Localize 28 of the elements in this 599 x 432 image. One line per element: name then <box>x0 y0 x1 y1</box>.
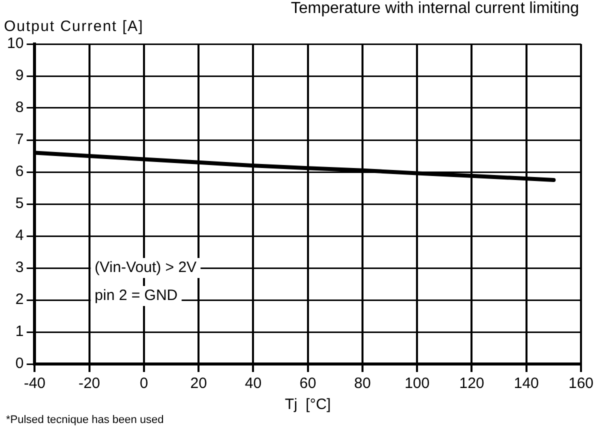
y-tick-label: 4 <box>15 227 24 244</box>
y-axis-title: Output Current [A] <box>4 18 144 35</box>
x-tick-label: 120 <box>459 375 484 392</box>
x-axis-title: Tj [°C] <box>284 396 331 414</box>
x-tick-label: 0 <box>140 375 148 392</box>
y-tick-label: 9 <box>15 67 24 84</box>
x-tick-label: 60 <box>300 375 316 392</box>
x-tick-label: 40 <box>244 375 262 392</box>
y-tick-label: 0 <box>15 355 24 372</box>
y-tick-label: 10 <box>6 35 24 52</box>
x-tick-label: 160 <box>568 375 594 392</box>
annotation: pin 2 = GND <box>94 287 178 304</box>
y-tick-label: 5 <box>15 195 24 212</box>
x-tick-label: -40 <box>24 375 46 392</box>
x-tick-label: -20 <box>78 375 100 392</box>
y-tick-label: 7 <box>15 131 24 148</box>
y-tick-label: 1 <box>15 323 24 340</box>
annotation: (Vin-Vout) > 2V <box>94 259 197 276</box>
y-tick-label: 6 <box>15 163 24 180</box>
y-tick-label: 2 <box>15 291 24 308</box>
x-tick-label: 80 <box>354 375 371 392</box>
x-tick-label: 100 <box>404 375 430 392</box>
y-tick-label: 3 <box>15 259 24 276</box>
x-tick-label: 20 <box>190 375 207 392</box>
x-tick-label: 140 <box>514 375 539 392</box>
chart-title: Temperature with internal current limiting <box>290 0 579 18</box>
text: *Pulsed tecnique has been used <box>6 414 164 426</box>
y-tick-label: 8 <box>15 99 24 116</box>
